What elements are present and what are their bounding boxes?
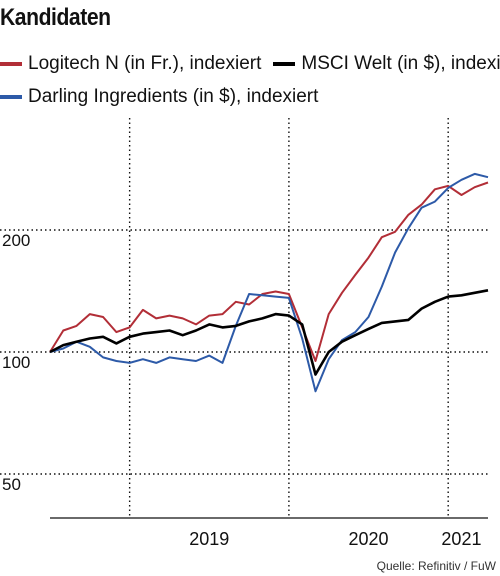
- series-line-msci: [49, 289, 489, 376]
- series-line-logitech: [49, 181, 489, 362]
- y-tick-label-100: 100: [2, 353, 30, 372]
- legend-swatch-msci: [273, 62, 296, 66]
- series-line-darling: [49, 172, 489, 393]
- source-note: Quelle: Refinitiv / FuW: [376, 559, 496, 573]
- x-tick-label-2021: 2021: [441, 529, 481, 549]
- legend-item-logitech: Logitech N (in Fr.), indexiert: [0, 53, 261, 75]
- legend-swatch-logitech: [0, 62, 22, 66]
- legend-row-2: Darling Ingredients (in $), indexiert: [0, 86, 330, 108]
- x-tick-label-2020: 2020: [349, 529, 389, 549]
- legend-label-logitech: Logitech N (in Fr.), indexiert: [28, 53, 262, 74]
- legend-item-darling: Darling Ingredients (in $), indexiert: [0, 86, 318, 108]
- legend-label-darling: Darling Ingredients (in $), indexiert: [28, 86, 319, 107]
- chart-title: Kandidaten: [0, 4, 111, 31]
- y-tick-label-50: 50: [2, 475, 21, 494]
- legend-swatch-darling: [0, 95, 22, 99]
- y-tick-label-200: 200: [2, 231, 30, 250]
- legend-item-msci: MSCI Welt (in $), indexiert: [273, 53, 500, 75]
- x-tick-label-2019: 2019: [189, 529, 229, 549]
- legend-row-1: Logitech N (in Fr.), indexiert MSCI Welt…: [0, 53, 500, 75]
- legend-label-msci: MSCI Welt (in $), indexiert: [301, 53, 500, 74]
